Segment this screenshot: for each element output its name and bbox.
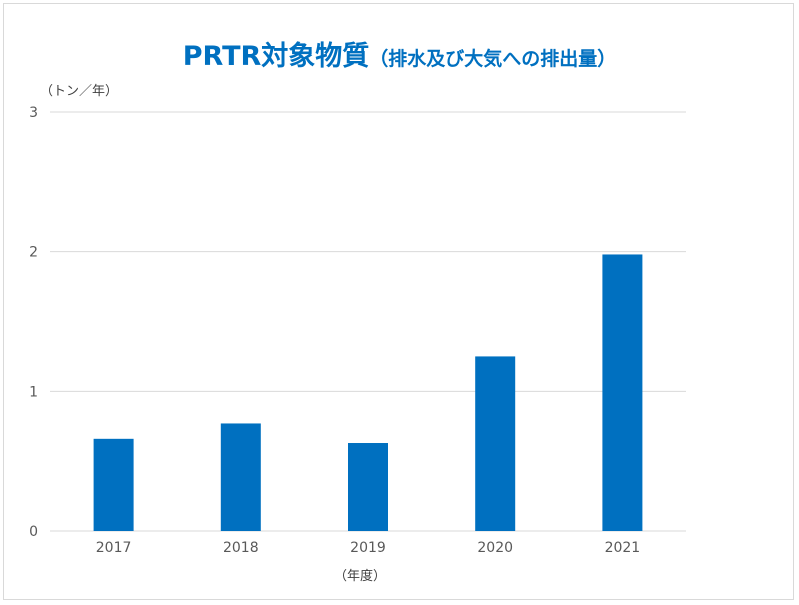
chart-subtitle: （排水及び大気への排出量） bbox=[369, 48, 617, 70]
chart-title-main: PRTR対象物質 bbox=[182, 41, 370, 72]
bar-2021 bbox=[602, 254, 643, 531]
x-tick-label-2019: 2019 bbox=[350, 540, 386, 556]
x-tick-label-2017: 2017 bbox=[96, 540, 132, 556]
chart-frame bbox=[3, 3, 794, 600]
x-tick-label-2020: 2020 bbox=[477, 540, 513, 556]
x-axis-title: （年度） bbox=[333, 569, 386, 584]
y-tick-label-2: 2 bbox=[29, 245, 38, 261]
x-tick-label-2018: 2018 bbox=[223, 540, 259, 556]
chart-title: PRTR対象物質（排水及び大気への排出量） bbox=[0, 34, 799, 73]
y-tick-label-1: 1 bbox=[29, 384, 38, 400]
bar-2017 bbox=[93, 438, 134, 531]
bar-2019 bbox=[348, 443, 388, 531]
y-axis-unit-label: （トン／年） bbox=[40, 84, 119, 99]
bar-2018 bbox=[220, 423, 261, 531]
bar-2020 bbox=[475, 356, 516, 531]
y-tick-label-0: 0 bbox=[29, 524, 38, 540]
x-tick-label-2021: 2021 bbox=[605, 540, 641, 556]
y-tick-label-3: 3 bbox=[29, 105, 38, 121]
